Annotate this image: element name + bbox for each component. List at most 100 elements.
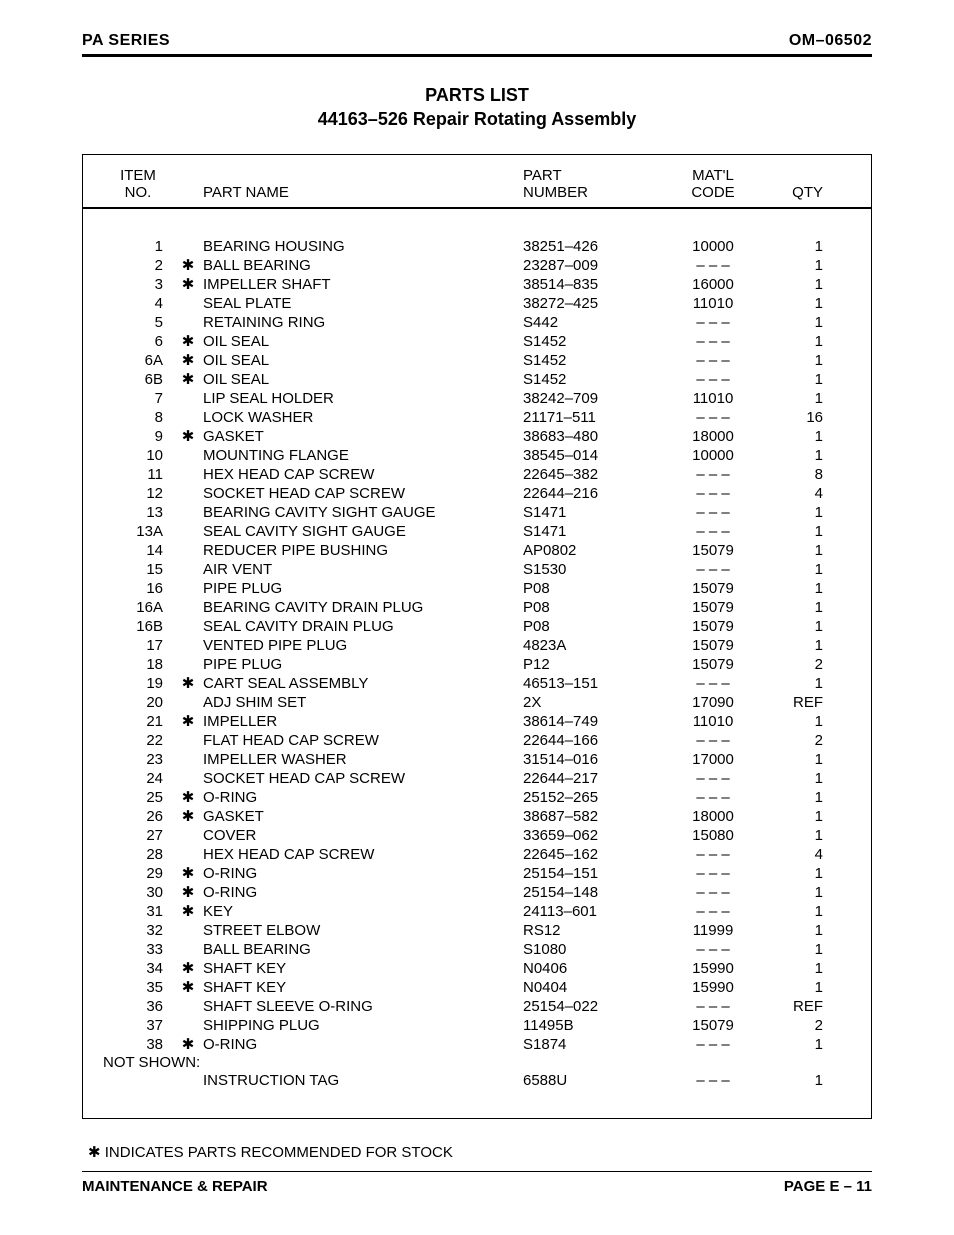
star-icon: ✱ (182, 979, 195, 996)
star-icon: ✱ (182, 789, 195, 806)
cell-matl: 15079 (663, 599, 763, 616)
cell-item: 3 (103, 276, 173, 293)
cell-qty: 1 (763, 1036, 823, 1053)
cell-name: BEARING HOUSING (203, 238, 523, 255)
table-row: 27COVER33659–062150801 (83, 826, 871, 845)
cell-name: SHAFT SLEEVE O-RING (203, 998, 523, 1015)
cell-matl: 15079 (663, 656, 763, 673)
cell-name: OIL SEAL (203, 333, 523, 350)
cell-part: S1471 (523, 523, 663, 540)
cell-item: 27 (103, 827, 173, 844)
cell-matl: 15079 (663, 542, 763, 559)
cell-matl: 17090 (663, 694, 763, 711)
cell-matl: – – – (663, 941, 763, 958)
star-icon: ✱ (182, 808, 195, 825)
table-row: 34✱SHAFT KEYN0406159901 (83, 959, 871, 978)
table-row: 22FLAT HEAD CAP SCREW22644–166– – –2 (83, 731, 871, 750)
footer-right: PAGE E – 11 (784, 1178, 872, 1195)
table-row: 15AIR VENTS1530– – –1 (83, 560, 871, 579)
star-icon: ✱ (182, 371, 195, 388)
cell-name: LOCK WASHER (203, 409, 523, 426)
cell-matl: 11999 (663, 922, 763, 939)
cell-part: 22645–162 (523, 846, 663, 863)
cell-qty: 1 (763, 618, 823, 635)
cell-star: ✱ (173, 713, 203, 730)
cell-qty: 1 (763, 960, 823, 977)
table-row: 4SEAL PLATE38272–425110101 (83, 294, 871, 313)
cell-qty: 2 (763, 732, 823, 749)
cell-matl: 18000 (663, 428, 763, 445)
table-row: 12SOCKET HEAD CAP SCREW22644–216– – –4 (83, 484, 871, 503)
col-qty: QTY (763, 184, 823, 201)
star-icon: ✱ (182, 257, 195, 274)
table-row: 17VENTED PIPE PLUG4823A150791 (83, 636, 871, 655)
star-icon: ✱ (182, 960, 195, 977)
cell-item: 6 (103, 333, 173, 350)
cell-qty: 1 (763, 542, 823, 559)
cell-qty: REF (763, 694, 823, 711)
cell-item: 31 (103, 903, 173, 920)
table-header: ITEM NO. PART NAME PART NUMBER MAT'L COD… (83, 155, 871, 209)
cell-star: ✱ (173, 903, 203, 920)
cell-item: 33 (103, 941, 173, 958)
table-row: 16PIPE PLUGP08150791 (83, 579, 871, 598)
cell-matl: – – – (663, 504, 763, 521)
table-row: 2✱BALL BEARING23287–009– – –1 (83, 256, 871, 275)
cell-qty: 1 (763, 580, 823, 597)
cell-part: S442 (523, 314, 663, 331)
cell-matl: – – – (663, 865, 763, 882)
not-shown-body: INSTRUCTION TAG6588U– – –1 (83, 1071, 871, 1090)
table-row: 29✱O-RING25154–151– – –1 (83, 864, 871, 883)
cell-name: LIP SEAL HOLDER (203, 390, 523, 407)
header-right: OM–06502 (789, 32, 872, 50)
cell-part: 25154–148 (523, 884, 663, 901)
not-shown-label: NOT SHOWN: (83, 1054, 871, 1071)
cell-matl: 15080 (663, 827, 763, 844)
table-row: 38✱O-RINGS1874– – –1 (83, 1035, 871, 1054)
cell-item: 34 (103, 960, 173, 977)
cell-name: STREET ELBOW (203, 922, 523, 939)
cell-name: SEAL CAVITY SIGHT GAUGE (203, 523, 523, 540)
cell-part: 23287–009 (523, 257, 663, 274)
cell-item: 15 (103, 561, 173, 578)
cell-part: N0404 (523, 979, 663, 996)
table-body: 1BEARING HOUSING38251–4261000012✱BALL BE… (83, 237, 871, 1054)
cell-qty: 1 (763, 371, 823, 388)
cell-qty: 16 (763, 409, 823, 426)
cell-name: RETAINING RING (203, 314, 523, 331)
cell-part: 38272–425 (523, 295, 663, 312)
cell-item: 12 (103, 485, 173, 502)
page-header: PA SERIES OM–06502 (82, 32, 872, 57)
cell-qty: 1 (763, 903, 823, 920)
cell-star: ✱ (173, 979, 203, 996)
cell-part: 38687–582 (523, 808, 663, 825)
cell-matl: – – – (663, 523, 763, 540)
cell-name: O-RING (203, 865, 523, 882)
cell-name: SHAFT KEY (203, 979, 523, 996)
cell-matl: 11010 (663, 390, 763, 407)
cell-part: 25154–022 (523, 998, 663, 1015)
table-row: 6B✱OIL SEALS1452– – –1 (83, 370, 871, 389)
cell-name: BEARING CAVITY SIGHT GAUGE (203, 504, 523, 521)
cell-item: 26 (103, 808, 173, 825)
table-row: 28HEX HEAD CAP SCREW22645–162– – –4 (83, 845, 871, 864)
cell-star: ✱ (173, 884, 203, 901)
col-matl-l2: CODE (663, 184, 763, 201)
page-footer: MAINTENANCE & REPAIR PAGE E – 11 (82, 1171, 872, 1195)
cell-item: 29 (103, 865, 173, 882)
cell-part: 22644–216 (523, 485, 663, 502)
table-row: 25✱O-RING25152–265– – –1 (83, 788, 871, 807)
cell-matl: 18000 (663, 808, 763, 825)
cell-matl: 15990 (663, 960, 763, 977)
cell-star: ✱ (173, 1036, 203, 1053)
table-row: 8LOCK WASHER21171–511– – –16 (83, 408, 871, 427)
cell-qty: 1 (763, 504, 823, 521)
cell-star: ✱ (173, 371, 203, 388)
cell-part: 25152–265 (523, 789, 663, 806)
cell-name: AIR VENT (203, 561, 523, 578)
cell-part: RS12 (523, 922, 663, 939)
cell-matl: 10000 (663, 447, 763, 464)
cell-item: 5 (103, 314, 173, 331)
cell-qty: 1 (763, 979, 823, 996)
cell-matl: – – – (663, 884, 763, 901)
